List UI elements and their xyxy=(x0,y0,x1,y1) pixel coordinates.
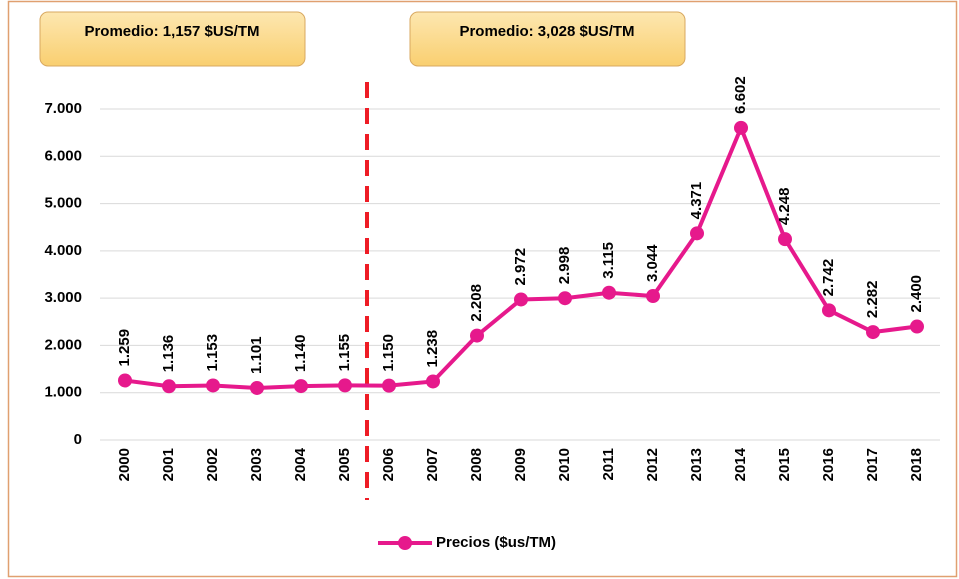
value-label: 3.044 xyxy=(644,244,661,282)
x-tick-label: 2014 xyxy=(732,447,749,481)
value-label: 1.140 xyxy=(292,335,309,373)
point xyxy=(470,328,484,343)
x-tick-label: 2003 xyxy=(248,448,265,481)
point xyxy=(206,378,220,393)
value-label: 1.136 xyxy=(160,335,177,373)
y-tick-label: 4.000 xyxy=(44,242,82,259)
point xyxy=(162,379,176,394)
annotation-box xyxy=(409,11,686,67)
value-label: 2.742 xyxy=(820,259,837,297)
x-tick-label: 2010 xyxy=(556,448,573,481)
value-label: 6.602 xyxy=(732,76,749,114)
y-tick-label: 2.000 xyxy=(44,336,82,353)
y-tick-label: 6.000 xyxy=(44,147,82,164)
y-tick-label: 0 xyxy=(74,431,82,448)
point xyxy=(866,325,880,340)
x-tick-label: 2012 xyxy=(644,448,661,481)
point xyxy=(646,289,660,304)
value-label: 1.238 xyxy=(424,330,441,368)
annotation: Promedio: 3,028 $US/TM xyxy=(459,23,634,40)
legend-label: Precios ($us/TM) xyxy=(436,534,556,551)
point xyxy=(382,378,396,393)
y-tick-label: 1.000 xyxy=(44,384,82,401)
x-tick-label: 2004 xyxy=(292,447,309,481)
point xyxy=(294,379,308,394)
point xyxy=(778,232,792,247)
value-label: 2.972 xyxy=(512,248,529,286)
annotation: Promedio: 1,157 $US/TM xyxy=(84,23,259,40)
value-label: 1.259 xyxy=(116,329,133,367)
x-tick-label: 2011 xyxy=(600,448,617,481)
x-tick-label: 2000 xyxy=(116,448,133,481)
point xyxy=(558,291,572,306)
x-tick-label: 2013 xyxy=(688,448,705,481)
value-label: 2.208 xyxy=(468,284,485,322)
point xyxy=(250,380,264,395)
x-tick-label: 2018 xyxy=(908,448,925,481)
value-label: 2.998 xyxy=(556,247,573,285)
x-tick-label: 2007 xyxy=(424,448,441,481)
value-label: 3.115 xyxy=(600,242,617,279)
chart-border xyxy=(7,0,958,578)
point xyxy=(910,319,924,334)
x-tick-label: 2009 xyxy=(512,448,529,481)
x-tick-label: 2015 xyxy=(776,448,793,481)
value-label: 4.371 xyxy=(688,182,705,220)
y-tick-label: 3.000 xyxy=(44,289,82,306)
x-tick-label: 2005 xyxy=(336,448,353,481)
y-tick-label: 5.000 xyxy=(44,195,82,212)
value-label: 1.155 xyxy=(336,334,353,372)
point xyxy=(514,292,528,307)
point xyxy=(602,285,616,300)
x-tick-label: 2006 xyxy=(380,448,397,481)
x-tick-label: 2002 xyxy=(204,448,221,481)
value-label: 4.248 xyxy=(776,188,793,226)
x-tick-label: 2016 xyxy=(820,448,837,481)
value-label: 1.101 xyxy=(248,336,265,374)
y-tick-label: 7.000 xyxy=(44,100,82,117)
x-tick-label: 2001 xyxy=(160,448,177,481)
point xyxy=(118,373,132,388)
annotation-box xyxy=(39,11,306,67)
value-label: 2.282 xyxy=(864,281,881,319)
x-tick-label: 2017 xyxy=(864,448,881,481)
point xyxy=(734,120,748,135)
point xyxy=(690,226,704,241)
value-label: 2.400 xyxy=(908,275,925,313)
point xyxy=(426,374,440,389)
x-tick-label: 2008 xyxy=(468,448,485,481)
value-label: 1.150 xyxy=(380,334,397,372)
point xyxy=(822,303,836,318)
point xyxy=(338,378,352,393)
value-label: 1.153 xyxy=(204,334,221,372)
legend-marker xyxy=(398,536,412,550)
